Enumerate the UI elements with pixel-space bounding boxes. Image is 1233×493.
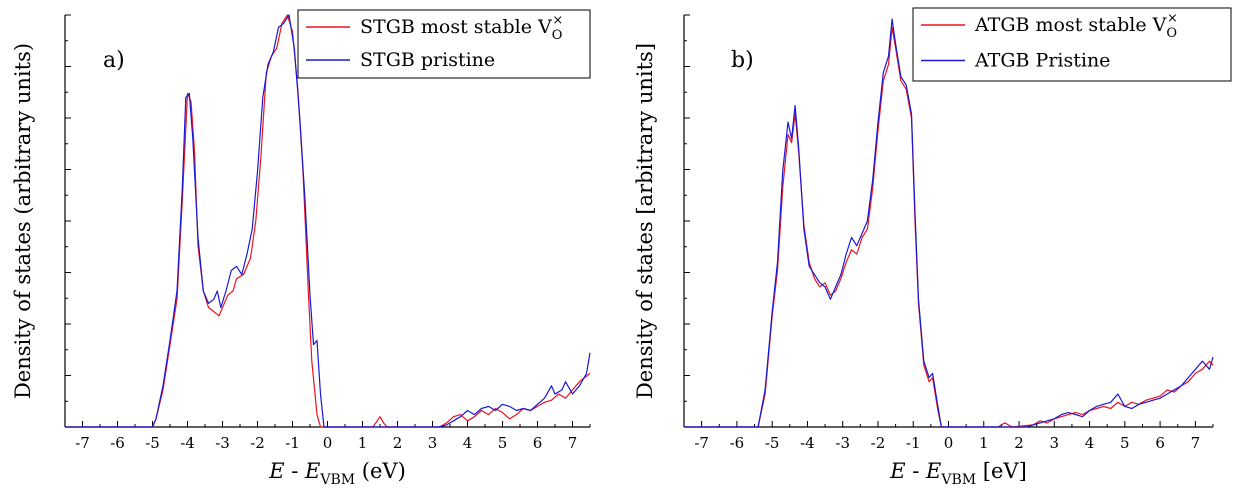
x-tick-label: 0 (323, 434, 333, 452)
y-axis-title: Density of states (arbitrary units) (11, 43, 35, 399)
legend-label-text: STGB most stable V (360, 16, 552, 38)
legend-label-sup: × (1167, 11, 1178, 26)
x-tick-label: 2 (393, 434, 403, 452)
x-axis-title-var2: E (304, 459, 320, 483)
x-tick-label: 6 (533, 434, 543, 452)
series-line-vacancy (684, 26, 1214, 428)
legend-label-text: STGB pristine (360, 49, 495, 71)
x-tick-label: -5 (765, 434, 780, 452)
series-line-pristine (684, 18, 1214, 428)
x-tick-label: 1 (358, 434, 368, 452)
x-tick-label: 4 (1085, 434, 1095, 452)
x-tick-label: 5 (1120, 434, 1130, 452)
x-axis-title-sep: - (906, 459, 926, 483)
panel-label: a) (103, 48, 125, 73)
x-tick-label: -7 (694, 434, 709, 452)
panel-label: b) (731, 48, 754, 73)
x-tick-label: 3 (428, 434, 438, 452)
legend: STGB most stable VO× STGB pristine (297, 9, 591, 79)
legend-label: ATGB Pristine (974, 50, 1110, 72)
x-axis-title-unit: [eV] (976, 459, 1027, 483)
legend-box (297, 9, 591, 79)
x-tick-label: -3 (835, 434, 850, 452)
legend-label-sub: O (1166, 26, 1177, 41)
x-axis-title-sub: VBM (319, 472, 355, 488)
x-axis-title-var2: E (925, 459, 941, 483)
x-axis-title: E - EVBM (eV) (268, 459, 406, 488)
legend-box (912, 7, 1232, 82)
legend-label-text: ATGB Pristine (974, 50, 1110, 72)
x-tick-label: -1 (285, 434, 300, 452)
x-tick-label: -6 (110, 434, 125, 452)
x-tick-label: 3 (1050, 434, 1060, 452)
x-tick-label: -3 (215, 434, 230, 452)
legend-label-sup: × (552, 13, 563, 28)
panel-a: -7 -6 -5 -4 -3 -2 -1 0 1 2 3 4 5 6 7 a) Density of state… (11, 9, 591, 488)
y-axis-title: Density of states [arbitrary units] (633, 43, 657, 399)
x-tick-label: -5 (145, 434, 160, 452)
x-tick-label: 6 (1155, 434, 1165, 452)
x-axis-title-unit: (eV) (355, 459, 406, 483)
x-tick-label: 7 (568, 434, 578, 452)
legend-label-text: ATGB most stable V (974, 14, 1167, 36)
x-tick-label: 0 (944, 434, 954, 452)
x-tick-label: -7 (75, 434, 90, 452)
x-axis-title-var: E (268, 459, 284, 483)
panel-b: -7 -6 -5 -4 -3 -2 -1 0 1 2 3 4 5 6 7 b) Density of state… (633, 7, 1232, 488)
x-axis-title-sub: VBM (940, 472, 976, 488)
x-tick-label: 4 (463, 434, 473, 452)
legend-label: STGB most stable VO× (360, 13, 563, 43)
x-tick-label: 1 (979, 434, 989, 452)
series-line-pristine (65, 14, 591, 428)
x-tick-label: -2 (871, 434, 886, 452)
x-tick-label: -4 (800, 434, 815, 452)
x-tick-label: -4 (180, 434, 195, 452)
x-tick-label: 7 (1191, 434, 1201, 452)
x-tick-label: -6 (730, 434, 745, 452)
legend: ATGB most stable VO× ATGB Pristine (912, 7, 1232, 82)
legend-label: STGB pristine (360, 49, 495, 71)
legend-label-sub: O (552, 28, 563, 43)
x-tick-label: 2 (1014, 434, 1024, 452)
legend-label: ATGB most stable VO× (974, 11, 1178, 41)
x-axis-title-var: E (889, 459, 905, 483)
x-tick-label: 5 (498, 434, 508, 452)
x-tick-label: -2 (250, 434, 265, 452)
x-axis-title-sep: - (285, 459, 305, 483)
x-tick-label: -1 (906, 434, 921, 452)
x-axis-title: E - EVBM [eV] (889, 459, 1027, 488)
